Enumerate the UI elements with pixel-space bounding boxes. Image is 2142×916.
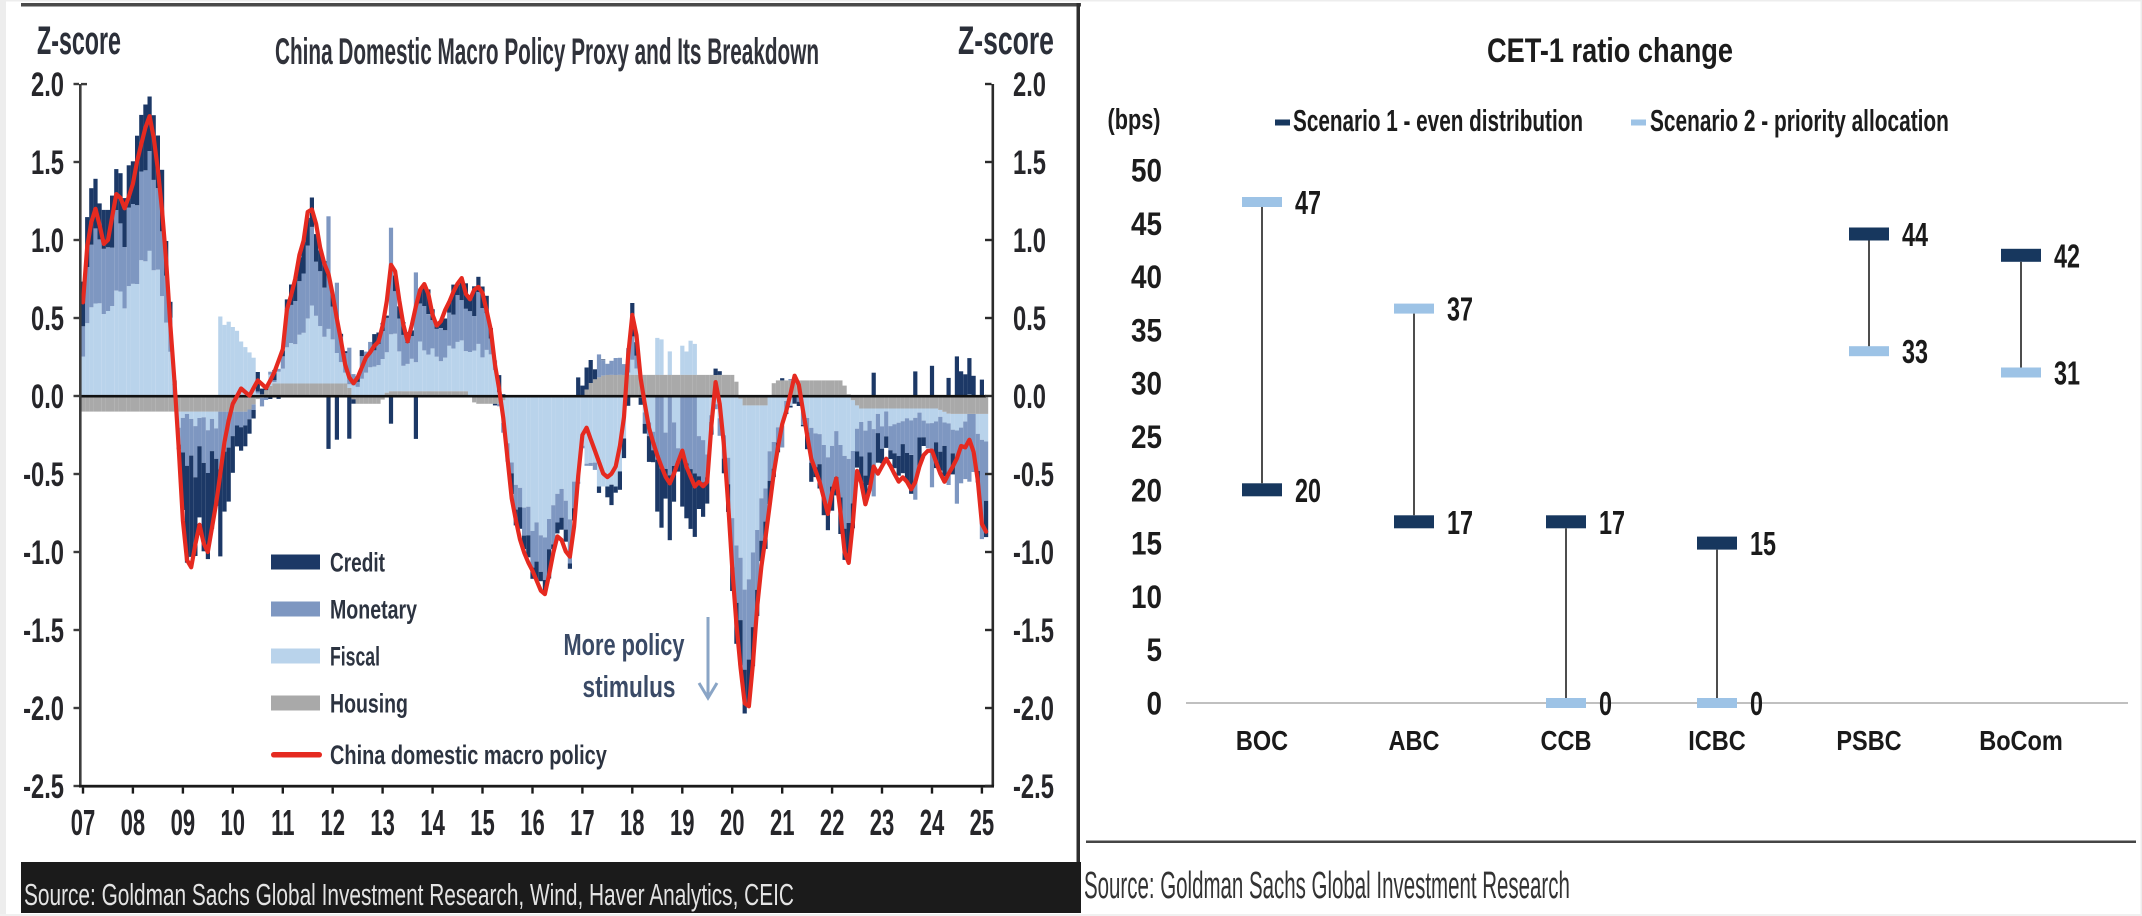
svg-text:BoCom: BoCom [1979, 726, 2063, 756]
svg-text:0: 0 [1750, 686, 1763, 723]
svg-text:12: 12 [320, 804, 344, 844]
svg-text:11: 11 [271, 804, 294, 844]
svg-text:25: 25 [1131, 420, 1162, 455]
svg-text:42: 42 [2054, 238, 2080, 275]
svg-text:ICBC: ICBC [1688, 726, 1745, 756]
svg-text:18: 18 [620, 804, 644, 844]
svg-text:Source: Goldman Sachs Global I: Source: Goldman Sachs Global Investment … [24, 877, 794, 912]
svg-text:15: 15 [1131, 527, 1162, 562]
svg-text:44: 44 [1902, 217, 1928, 254]
svg-text:17: 17 [1447, 505, 1473, 542]
svg-text:(bps): (bps) [1108, 104, 1161, 136]
svg-text:15: 15 [1750, 526, 1776, 563]
svg-text:-1.5: -1.5 [23, 612, 64, 650]
svg-text:10: 10 [221, 804, 245, 844]
svg-text:-0.5: -0.5 [23, 456, 64, 494]
svg-text:Scenario 1 - even distribution: Scenario 1 - even distribution [1293, 103, 1583, 138]
svg-text:25: 25 [970, 804, 994, 844]
svg-text:1.5: 1.5 [31, 144, 64, 182]
svg-text:10: 10 [1131, 580, 1162, 615]
svg-text:0: 0 [1599, 686, 1612, 723]
svg-text:-2.5: -2.5 [1013, 768, 1054, 806]
svg-text:33: 33 [1902, 334, 1928, 371]
svg-text:14: 14 [420, 804, 445, 844]
svg-text:50: 50 [1131, 154, 1162, 189]
svg-text:PSBC: PSBC [1836, 726, 1901, 756]
svg-text:20: 20 [1131, 474, 1162, 509]
svg-text:19: 19 [670, 804, 694, 844]
svg-text:-2.0: -2.0 [1013, 690, 1054, 728]
svg-text:Monetary: Monetary [330, 594, 417, 624]
svg-text:45: 45 [1131, 207, 1162, 242]
svg-text:-1.0: -1.0 [1013, 534, 1054, 572]
svg-text:17: 17 [1599, 505, 1625, 542]
svg-text:22: 22 [820, 804, 844, 844]
svg-text:37: 37 [1447, 292, 1473, 329]
svg-text:-1.0: -1.0 [23, 534, 64, 572]
svg-text:40: 40 [1131, 260, 1162, 295]
svg-text:-2.5: -2.5 [23, 768, 64, 806]
svg-text:0.0: 0.0 [1013, 378, 1046, 416]
svg-text:20: 20 [720, 804, 744, 844]
svg-text:13: 13 [370, 804, 394, 844]
svg-text:24: 24 [920, 804, 945, 844]
svg-text:Z-score: Z-score [37, 17, 121, 62]
svg-text:5: 5 [1147, 633, 1162, 668]
svg-text:15: 15 [470, 804, 494, 844]
svg-text:Scenario 2 - priority allocati: Scenario 2 - priority allocation [1650, 103, 1949, 138]
svg-text:30: 30 [1131, 367, 1162, 402]
svg-text:2.0: 2.0 [1013, 66, 1046, 104]
svg-text:20: 20 [1295, 473, 1321, 510]
svg-text:31: 31 [2054, 356, 2080, 393]
svg-text:1.0: 1.0 [31, 222, 64, 260]
svg-text:16: 16 [520, 804, 544, 844]
svg-text:More policy: More policy [564, 627, 685, 662]
svg-text:47: 47 [1295, 185, 1321, 222]
svg-text:23: 23 [870, 804, 894, 844]
svg-text:Housing: Housing [330, 688, 408, 718]
svg-text:Source: Goldman Sachs Global I: Source: Goldman Sachs Global Investment … [1084, 864, 1570, 906]
svg-text:-1.5: -1.5 [1013, 612, 1054, 650]
svg-text:17: 17 [570, 804, 594, 844]
svg-text:Credit: Credit [330, 547, 385, 577]
svg-text:Fiscal: Fiscal [330, 641, 380, 672]
svg-text:1.0: 1.0 [1013, 222, 1046, 260]
svg-text:ABC: ABC [1389, 726, 1440, 756]
svg-text:China domestic macro policy: China domestic macro policy [330, 741, 608, 771]
svg-text:2.0: 2.0 [31, 66, 64, 104]
svg-text:Z-score: Z-score [958, 19, 1054, 64]
svg-text:07: 07 [71, 804, 95, 844]
svg-text:-2.0: -2.0 [23, 690, 64, 728]
svg-text:08: 08 [121, 804, 145, 844]
svg-text:35: 35 [1131, 314, 1162, 349]
svg-text:CCB: CCB [1541, 726, 1592, 756]
svg-text:0.0: 0.0 [31, 378, 64, 416]
svg-text:BOC: BOC [1236, 726, 1288, 756]
svg-text:0.5: 0.5 [1013, 300, 1046, 338]
svg-text:21: 21 [770, 804, 794, 844]
svg-text:09: 09 [171, 804, 195, 844]
svg-text:-0.5: -0.5 [1013, 456, 1054, 494]
svg-text:1.5: 1.5 [1013, 144, 1046, 182]
svg-text:CET-1 ratio change: CET-1 ratio change [1487, 31, 1733, 70]
svg-text:0.5: 0.5 [31, 300, 64, 338]
svg-text:stimulus: stimulus [583, 668, 676, 703]
svg-text:China Domestic Macro Policy Pr: China Domestic Macro Policy Proxy and It… [275, 32, 819, 73]
svg-text:0: 0 [1147, 687, 1162, 722]
